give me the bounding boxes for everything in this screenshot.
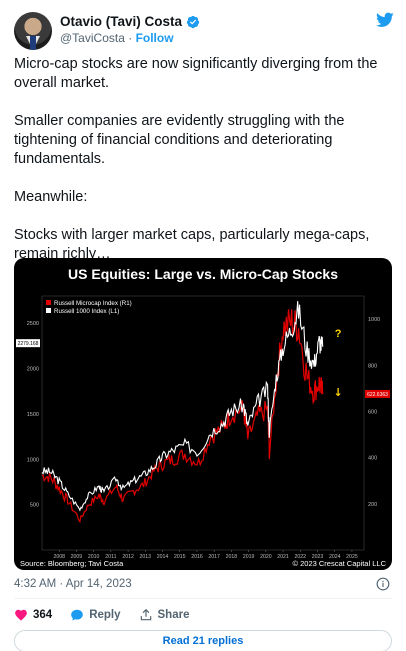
reply-bubble-icon (71, 609, 84, 621)
y-right-tick-label: 400 (368, 456, 377, 462)
y-left-tick-label: 2000 (27, 367, 39, 373)
series-line-russell1000 (41, 301, 324, 512)
like-count: 364 (33, 609, 53, 621)
avatar[interactable] (14, 12, 52, 50)
share-label: Share (157, 609, 190, 621)
tweet-paragraph-3: Meanwhile: (14, 189, 88, 205)
x-tick-label: 2021 (277, 554, 289, 560)
chart-title: US Equities: Large vs. Micro-Cap Stocks (68, 266, 338, 282)
twitter-bird-icon[interactable] (376, 12, 394, 28)
annotation-down-arrow: ↓ (334, 386, 343, 399)
x-tick-label: 2019 (243, 554, 255, 560)
left-value-tag-box (16, 339, 40, 348)
x-tick-label: 2023 (312, 554, 324, 560)
chart-copyright: © 2023 Crescat Capital LLC (292, 559, 387, 568)
info-icon[interactable] (376, 577, 390, 591)
annotation-question-mark: ? (335, 328, 342, 340)
series-line-microcap (41, 309, 324, 524)
right-value-tag-box (365, 389, 390, 398)
x-tick-label: 2015 (174, 554, 186, 560)
x-tick-label: 2018 (226, 554, 238, 560)
chart-image[interactable]: 500 1000 1500 2000 2500 200 400 600 800 1000 2008 2… (14, 258, 392, 570)
y-left-tick-label: 1000 (27, 457, 39, 463)
y-left-tick-label: 1500 (27, 412, 39, 418)
divider (14, 598, 392, 599)
plot-frame (41, 295, 365, 551)
x-tick-label: 2008 (53, 554, 65, 560)
follow-button[interactable]: Follow (135, 31, 174, 45)
avatar-tie (30, 36, 36, 50)
x-tick-label: 2013 (140, 554, 152, 560)
read-replies-button[interactable]: Read 21 replies (14, 630, 392, 651)
tweet-header: Otavio (Tavi) Costa @TaviCosta · Follow (14, 10, 394, 50)
legend-swatch-russell1000 (46, 308, 51, 313)
verified-badge-icon (186, 15, 200, 28)
reply-label: Reply (89, 609, 121, 621)
handle-row: @TaviCosta · Follow (60, 31, 200, 45)
author-handle[interactable]: @TaviCosta (60, 31, 125, 45)
tweet-paragraph-2: Smaller companies are evidently struggli… (14, 113, 345, 167)
chart-source: Source: Bloomberg; Tavi Costa (20, 559, 124, 568)
legend-label-microcap: Russell Microcap Index (R1) (54, 300, 132, 307)
separator-dot: · (128, 31, 133, 45)
author-display-name-row[interactable]: Otavio (Tavi) Costa (60, 14, 200, 29)
x-tick-label: 2009 (71, 554, 83, 560)
action-bar: 364 Reply Share (14, 608, 207, 622)
x-tick-label: 2016 (191, 554, 203, 560)
heart-icon (15, 609, 27, 621)
y-right-tick-label: 1000 (368, 317, 380, 323)
legend-swatch-microcap (46, 300, 51, 305)
x-tick-label: 2020 (260, 554, 272, 560)
like-button[interactable]: 364 (14, 608, 52, 622)
reply-button[interactable]: Reply (70, 608, 121, 622)
tweet-paragraph-1: Micro-cap stocks are now significantly d… (14, 56, 378, 91)
x-tick-label: 2012 (122, 554, 134, 560)
legend-label-russell1000: Russell 1000 Index (L1) (54, 308, 119, 315)
y-right-tick-label: 600 (368, 409, 377, 415)
x-tick-label: 2014 (157, 554, 169, 560)
right-value-tag: 622.6363 (367, 392, 388, 398)
y-left-tick-label: 2500 (27, 321, 39, 327)
share-icon (140, 608, 151, 621)
x-tick-label: 2011 (105, 554, 116, 560)
tweet-text: Micro-cap stocks are now significantly d… (14, 55, 394, 283)
share-button[interactable]: Share (139, 608, 190, 622)
author-names: Otavio (Tavi) Costa @TaviCosta · Follow (60, 14, 200, 45)
x-tick-label: 2022 (295, 554, 307, 560)
x-tick-label: 2025 (346, 554, 358, 560)
y-left-tick-label: 500 (30, 503, 39, 509)
y-right-tick-label: 800 (368, 363, 377, 369)
x-tick-label: 2010 (88, 554, 100, 560)
left-value-tag: 2279.168 (18, 341, 39, 347)
author-display-name[interactable]: Otavio (Tavi) Costa (60, 14, 183, 29)
x-tick-label: 2017 (208, 554, 220, 560)
tweet-timestamp[interactable]: 4:32 AM · Apr 14, 2023 (14, 578, 132, 590)
chart-svg: 500 1000 1500 2000 2500 200 400 600 800 1000 2008 2… (16, 295, 390, 560)
y-right-tick-label: 200 (368, 502, 377, 508)
x-tick-label: 2024 (329, 554, 341, 560)
